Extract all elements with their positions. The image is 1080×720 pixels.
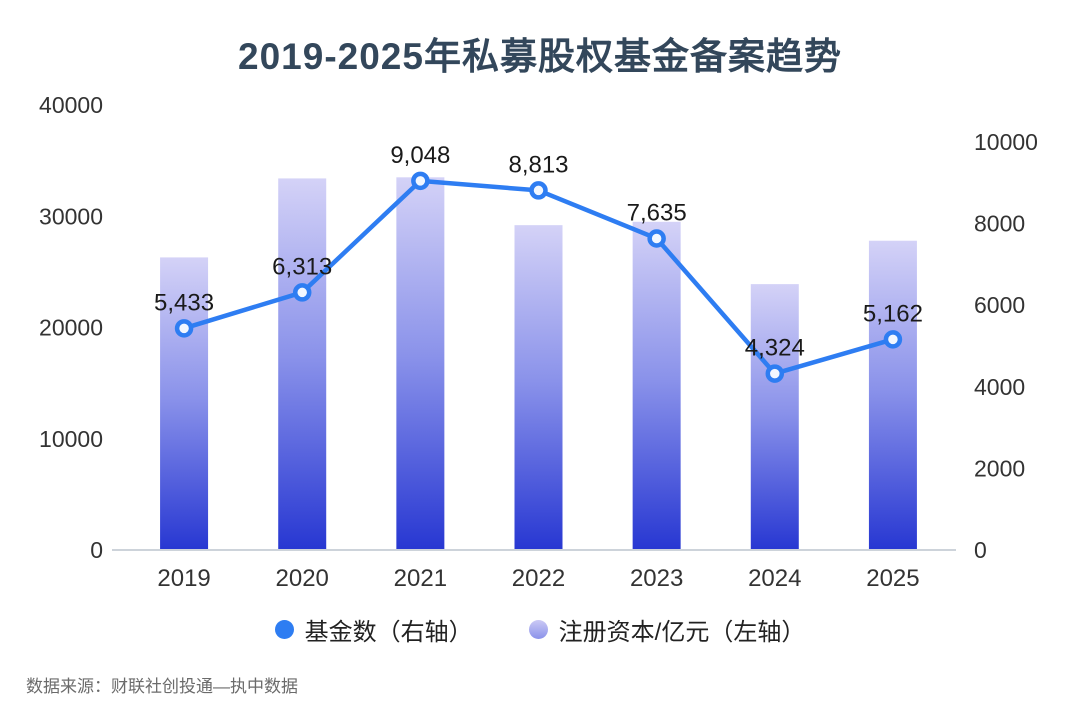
x-axis-label: 2020 xyxy=(276,565,329,592)
y-axis-left-tick: 30000 xyxy=(39,203,103,229)
x-axis-label: 2019 xyxy=(157,565,210,592)
point-label: 9,048 xyxy=(390,142,450,169)
point-label: 5,433 xyxy=(154,289,214,316)
line-point xyxy=(765,364,785,383)
bar xyxy=(750,284,799,550)
point-label: 4,324 xyxy=(745,335,805,362)
y-axis-left-tick: 20000 xyxy=(39,315,103,341)
y-axis-left-tick: 40000 xyxy=(39,92,103,118)
y-axis-left-tick: 0 xyxy=(90,537,103,563)
chart-legend: 基金数（右轴） 注册资本/亿元（左轴） xyxy=(0,612,1080,647)
point-label: 6,313 xyxy=(272,253,332,280)
x-axis-label: 2023 xyxy=(630,565,683,592)
x-axis-label: 2024 xyxy=(748,565,801,592)
chart-title: 2019-2025年私募股权基金备案趋势 xyxy=(238,36,842,77)
line-point xyxy=(883,330,903,349)
y-axis-right-tick: 2000 xyxy=(974,455,1025,481)
x-axis-label: 2021 xyxy=(394,565,447,592)
bar xyxy=(514,225,563,550)
x-axis-label: 2025 xyxy=(866,565,919,592)
bar xyxy=(278,178,327,551)
line-point xyxy=(411,171,430,191)
data-source-note: 数据来源：财联社创投通—执中数据 xyxy=(26,677,298,696)
legend-item-bar: 注册资本/亿元（左轴） xyxy=(528,612,806,647)
bar xyxy=(160,257,209,550)
bar-series-icon xyxy=(528,620,548,639)
legend-item-line: 基金数（右轴） xyxy=(274,612,473,647)
y-axis-left-tick: 10000 xyxy=(39,426,103,452)
point-label: 5,162 xyxy=(863,300,923,327)
bar xyxy=(632,221,681,550)
bar xyxy=(396,177,445,550)
y-axis-right-tick: 8000 xyxy=(974,211,1025,237)
legend-label-line: 基金数（右轴） xyxy=(304,619,473,646)
y-axis-right-tick: 10000 xyxy=(974,129,1038,155)
y-axis-right-tick: 6000 xyxy=(974,292,1025,318)
line-point xyxy=(292,283,312,302)
point-label: 8,813 xyxy=(508,151,568,178)
line-point xyxy=(529,181,548,200)
line-point xyxy=(174,319,194,338)
line-series-icon xyxy=(274,620,294,639)
legend-label-bar: 注册资本/亿元（左轴） xyxy=(558,619,806,646)
bar xyxy=(868,240,917,550)
point-label: 7,635 xyxy=(627,199,687,226)
line-point xyxy=(647,229,666,248)
y-axis-right-tick: 4000 xyxy=(974,374,1025,400)
x-axis-label: 2022 xyxy=(512,565,565,592)
y-axis-right-tick: 0 xyxy=(974,537,987,563)
